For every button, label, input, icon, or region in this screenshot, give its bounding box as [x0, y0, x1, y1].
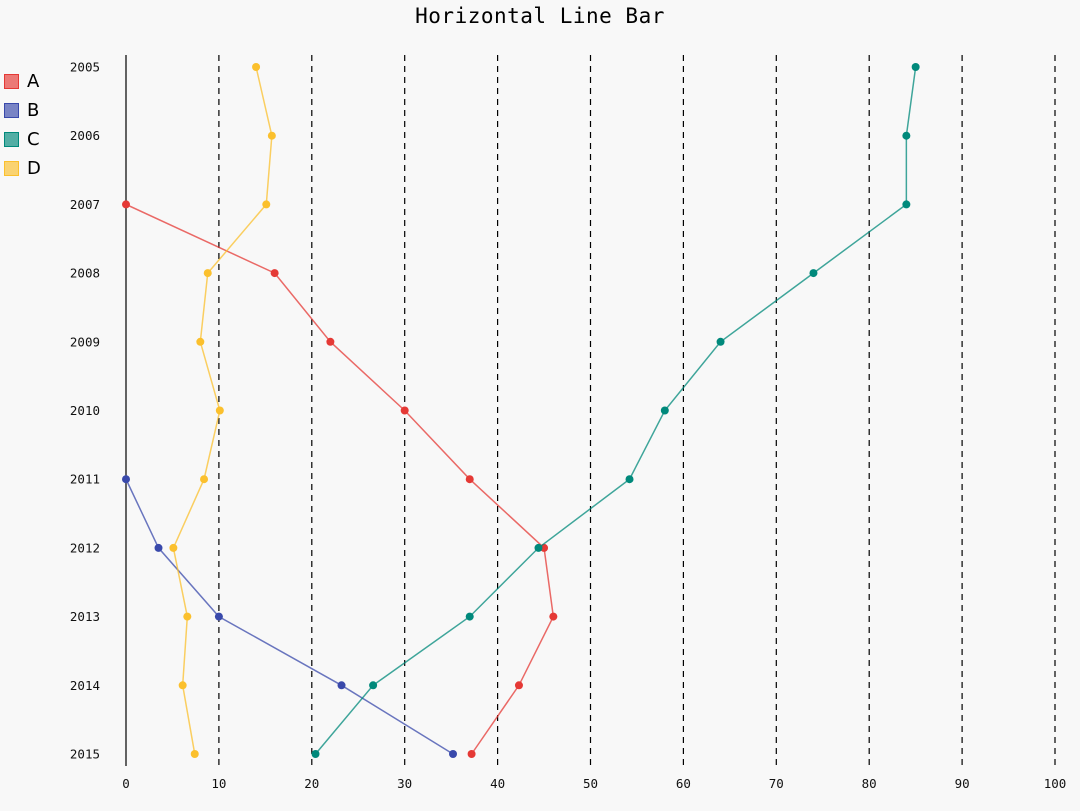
point-C-2014	[369, 681, 378, 690]
x-tick-label-80: 80	[862, 776, 877, 791]
point-B-2012	[154, 543, 163, 552]
point-D-2015	[190, 750, 199, 758]
point-B-2013	[214, 612, 223, 621]
point-C-2012	[534, 543, 543, 552]
legend-item-C[interactable]: C	[4, 125, 41, 154]
x-tick-label-40: 40	[490, 776, 505, 791]
x-tick-label-20: 20	[304, 776, 319, 791]
point-D-2014	[178, 681, 187, 690]
legend-item-A[interactable]: A	[4, 67, 41, 96]
x-tick-label-10: 10	[211, 776, 226, 791]
legend-item-B[interactable]: B	[4, 96, 41, 125]
x-tick-label-50: 50	[583, 776, 598, 791]
legend-swatch-A	[4, 74, 19, 89]
point-D-2011	[200, 475, 209, 484]
point-C-2013	[465, 612, 474, 621]
y-tick-label-2009: 2009	[70, 334, 100, 349]
x-tick-label-70: 70	[769, 776, 784, 791]
legend-label-A: A	[27, 71, 40, 92]
legend-swatch-B	[4, 103, 19, 118]
point-D-2012	[169, 543, 178, 552]
x-tick-label-90: 90	[955, 776, 970, 791]
point-D-2005	[252, 63, 261, 71]
y-tick-label-2007: 2007	[70, 197, 100, 212]
legend-swatch-D	[4, 161, 19, 176]
y-tick-label-2011: 2011	[70, 472, 100, 487]
x-tick-label-0: 0	[122, 776, 130, 791]
point-D-2009	[196, 337, 205, 346]
series-line-A	[125, 203, 555, 755]
point-D-2013	[183, 612, 192, 621]
y-tick-label-2010: 2010	[70, 403, 100, 418]
y-tick-label-2013: 2013	[70, 609, 100, 624]
y-tick-label-2014: 2014	[70, 678, 100, 693]
x-tick-label-100: 100	[1044, 776, 1067, 791]
point-C-2005	[911, 63, 920, 71]
point-A-2015	[467, 750, 476, 758]
y-tick-label-2015: 2015	[70, 747, 100, 762]
y-tick-label-2006: 2006	[70, 128, 100, 143]
series-line-B	[125, 478, 454, 755]
x-tick-label-60: 60	[676, 776, 691, 791]
point-D-2006	[267, 131, 276, 140]
point-A-2009	[326, 337, 335, 346]
point-C-2011	[625, 475, 634, 484]
point-D-2010	[215, 406, 224, 415]
legend-swatch-C	[4, 132, 19, 147]
point-A-2014	[514, 681, 523, 690]
legend-label-D: D	[27, 158, 41, 179]
point-A-2013	[549, 612, 558, 621]
point-C-2007	[902, 200, 911, 209]
point-D-2008	[203, 269, 212, 278]
point-C-2006	[902, 131, 911, 140]
point-B-2014	[337, 681, 346, 690]
chart-title: Horizontal Line Bar	[415, 4, 665, 28]
point-A-2007	[122, 200, 130, 209]
point-C-2009	[716, 337, 725, 346]
point-A-2010	[400, 406, 409, 415]
y-tick-label-2012: 2012	[70, 540, 100, 555]
x-tick-label-30: 30	[397, 776, 412, 791]
legend-label-C: C	[27, 129, 40, 150]
point-C-2010	[660, 406, 669, 415]
point-C-2008	[809, 269, 818, 278]
point-B-2015	[449, 750, 458, 758]
point-B-2011	[122, 475, 130, 484]
y-tick-label-2005: 2005	[70, 60, 100, 75]
y-tick-label-2008: 2008	[70, 266, 100, 281]
point-D-2007	[262, 200, 271, 209]
point-C-2015	[311, 750, 320, 758]
legend-item-D[interactable]: D	[4, 154, 41, 183]
point-A-2008	[270, 269, 279, 278]
point-A-2011	[465, 475, 474, 484]
legend-label-B: B	[27, 100, 40, 121]
